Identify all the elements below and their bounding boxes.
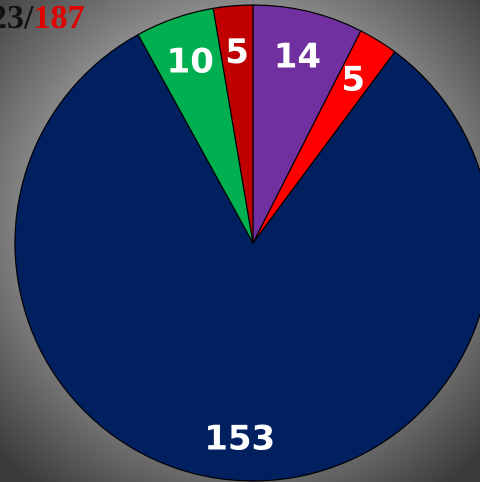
data-label: 14 xyxy=(274,36,321,76)
title-part: 23/ xyxy=(0,0,34,36)
data-label: 153 xyxy=(204,419,275,459)
pie-slice xyxy=(14,33,480,482)
pie-slice xyxy=(252,4,362,244)
pie-slice xyxy=(212,4,254,244)
title-part: 187 xyxy=(33,0,84,36)
data-label: 5 xyxy=(341,60,365,100)
chart-title: 23/187 xyxy=(0,0,84,36)
data-label: 5 xyxy=(225,32,249,72)
data-label: 10 xyxy=(167,42,214,82)
